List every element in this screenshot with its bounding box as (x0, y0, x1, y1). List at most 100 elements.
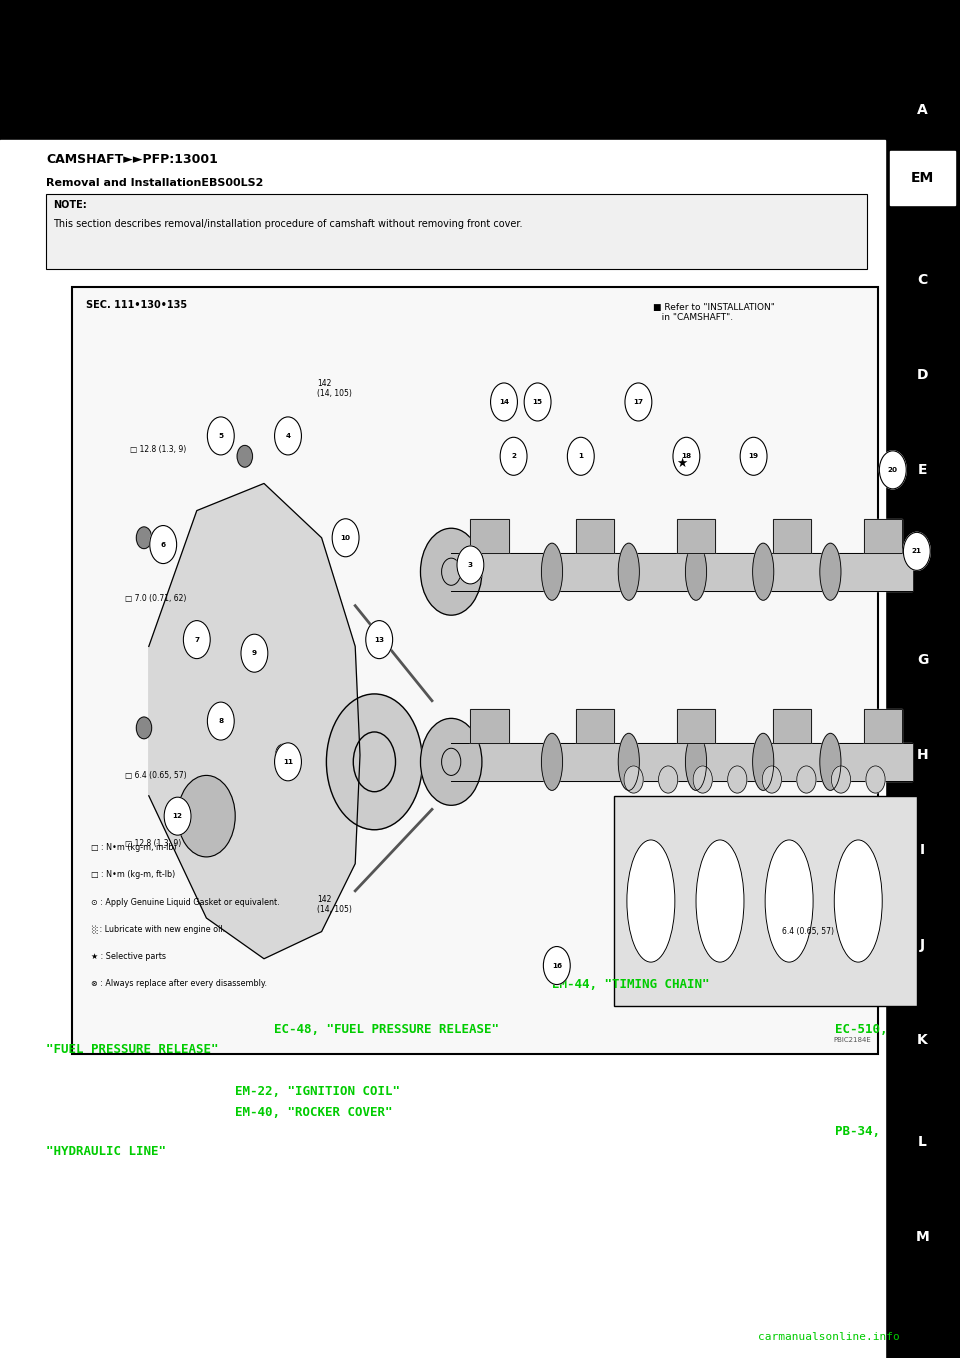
Text: I: I (920, 843, 925, 857)
Bar (470, 709, 509, 743)
Bar (864, 709, 902, 743)
Circle shape (762, 766, 781, 793)
Text: 21: 21 (912, 549, 922, 554)
Text: EM-44, "TIMING CHAIN": EM-44, "TIMING CHAIN" (552, 978, 709, 991)
Text: ⊙ : Apply Genuine Liquid Gasket or equivalent.: ⊙ : Apply Genuine Liquid Gasket or equiv… (91, 898, 279, 907)
Ellipse shape (753, 543, 774, 600)
Circle shape (150, 526, 177, 564)
Text: "HYDRAULIC LINE": "HYDRAULIC LINE" (46, 1145, 166, 1158)
Circle shape (164, 797, 191, 835)
Bar (885, 0, 960, 1358)
Circle shape (457, 546, 484, 584)
Circle shape (275, 417, 301, 455)
Circle shape (524, 383, 551, 421)
Text: EC-510,: EC-510, (835, 1023, 888, 1036)
Text: H: H (917, 748, 928, 762)
Text: 17: 17 (634, 399, 643, 405)
Circle shape (207, 417, 234, 455)
Circle shape (728, 766, 747, 793)
Circle shape (500, 437, 527, 475)
Circle shape (276, 744, 291, 766)
Text: NOTE:: NOTE: (53, 200, 86, 209)
Text: SEC. 111•130•135: SEC. 111•130•135 (86, 300, 187, 310)
Ellipse shape (820, 733, 841, 790)
Text: 5: 5 (218, 433, 224, 439)
Ellipse shape (696, 839, 744, 961)
Text: E: E (918, 463, 927, 477)
Text: 11: 11 (283, 759, 293, 765)
Bar (677, 709, 715, 743)
Text: EM-22, "IGNITION COIL": EM-22, "IGNITION COIL" (235, 1085, 400, 1099)
Circle shape (567, 437, 594, 475)
Text: ★ : Selective parts: ★ : Selective parts (91, 952, 166, 961)
Text: 1: 1 (578, 454, 584, 459)
Text: D: D (917, 368, 928, 382)
Text: EM-40, "ROCKER COVER": EM-40, "ROCKER COVER" (235, 1105, 393, 1119)
Bar (46, 194, 867, 269)
Circle shape (866, 766, 885, 793)
Polygon shape (149, 483, 360, 959)
Bar (576, 709, 614, 743)
Ellipse shape (618, 733, 639, 790)
Text: ░ : Lubricate with new engine oil.: ░ : Lubricate with new engine oil. (91, 925, 226, 934)
Text: C: C (918, 273, 927, 287)
Bar (470, 709, 509, 743)
Text: □ 6.4 (0.65, 57): □ 6.4 (0.65, 57) (125, 771, 186, 779)
Bar (864, 709, 902, 743)
Bar (773, 709, 811, 743)
Text: Removal and InstallationEBS00LS2: Removal and InstallationEBS00LS2 (46, 178, 263, 187)
Circle shape (831, 766, 851, 793)
Circle shape (543, 947, 570, 985)
Text: EM: EM (911, 171, 934, 185)
Bar (677, 519, 715, 553)
Text: 6: 6 (160, 542, 166, 547)
Text: This section describes removal/installation procedure of camshaft without removi: This section describes removal/installat… (53, 219, 522, 228)
Text: □ 12.8 (1.3, 9): □ 12.8 (1.3, 9) (130, 445, 186, 454)
Circle shape (326, 694, 422, 830)
Text: G: G (917, 653, 928, 667)
Bar (864, 519, 902, 553)
Bar (576, 519, 614, 553)
Circle shape (624, 766, 643, 793)
Text: J: J (920, 938, 925, 952)
Text: 6.4 (0.65, 57): 6.4 (0.65, 57) (782, 928, 834, 936)
Text: 18: 18 (682, 454, 691, 459)
Ellipse shape (834, 839, 882, 961)
Circle shape (420, 718, 482, 805)
Circle shape (332, 519, 359, 557)
Text: 15: 15 (533, 399, 542, 405)
Bar (470, 519, 509, 553)
Bar (864, 519, 902, 553)
Bar (451, 743, 912, 781)
Ellipse shape (765, 839, 813, 961)
Text: 8: 8 (218, 718, 224, 724)
Circle shape (237, 445, 252, 467)
Text: 4: 4 (285, 433, 291, 439)
Text: EC-48, "FUEL PRESSURE RELEASE": EC-48, "FUEL PRESSURE RELEASE" (274, 1023, 498, 1036)
Bar (677, 709, 715, 743)
Circle shape (183, 621, 210, 659)
Text: 10: 10 (341, 535, 350, 540)
Text: □ 12.8 (1.3, 9): □ 12.8 (1.3, 9) (125, 839, 181, 847)
Bar (576, 709, 614, 743)
Ellipse shape (685, 543, 707, 600)
Text: CAMSHAFT►►PFP:13001: CAMSHAFT►►PFP:13001 (46, 153, 218, 167)
Text: ⊗ : Always replace after every disassembly.: ⊗ : Always replace after every disassemb… (91, 979, 267, 989)
Bar (890, 151, 955, 205)
Text: L: L (918, 1135, 927, 1149)
Text: 2: 2 (511, 454, 516, 459)
Text: K: K (917, 1033, 928, 1047)
Circle shape (903, 532, 930, 570)
Text: 13: 13 (374, 637, 384, 642)
Bar (72, 287, 878, 1054)
Bar (677, 519, 715, 553)
Circle shape (241, 634, 268, 672)
Circle shape (797, 766, 816, 793)
Circle shape (693, 766, 712, 793)
Text: □ : N•m (kg-m, in-lb): □ : N•m (kg-m, in-lb) (91, 843, 177, 853)
Text: □ : N•m (kg-m, ft-lb): □ : N•m (kg-m, ft-lb) (91, 870, 176, 880)
Bar (773, 519, 811, 553)
Circle shape (673, 437, 700, 475)
Circle shape (366, 621, 393, 659)
Ellipse shape (685, 733, 707, 790)
